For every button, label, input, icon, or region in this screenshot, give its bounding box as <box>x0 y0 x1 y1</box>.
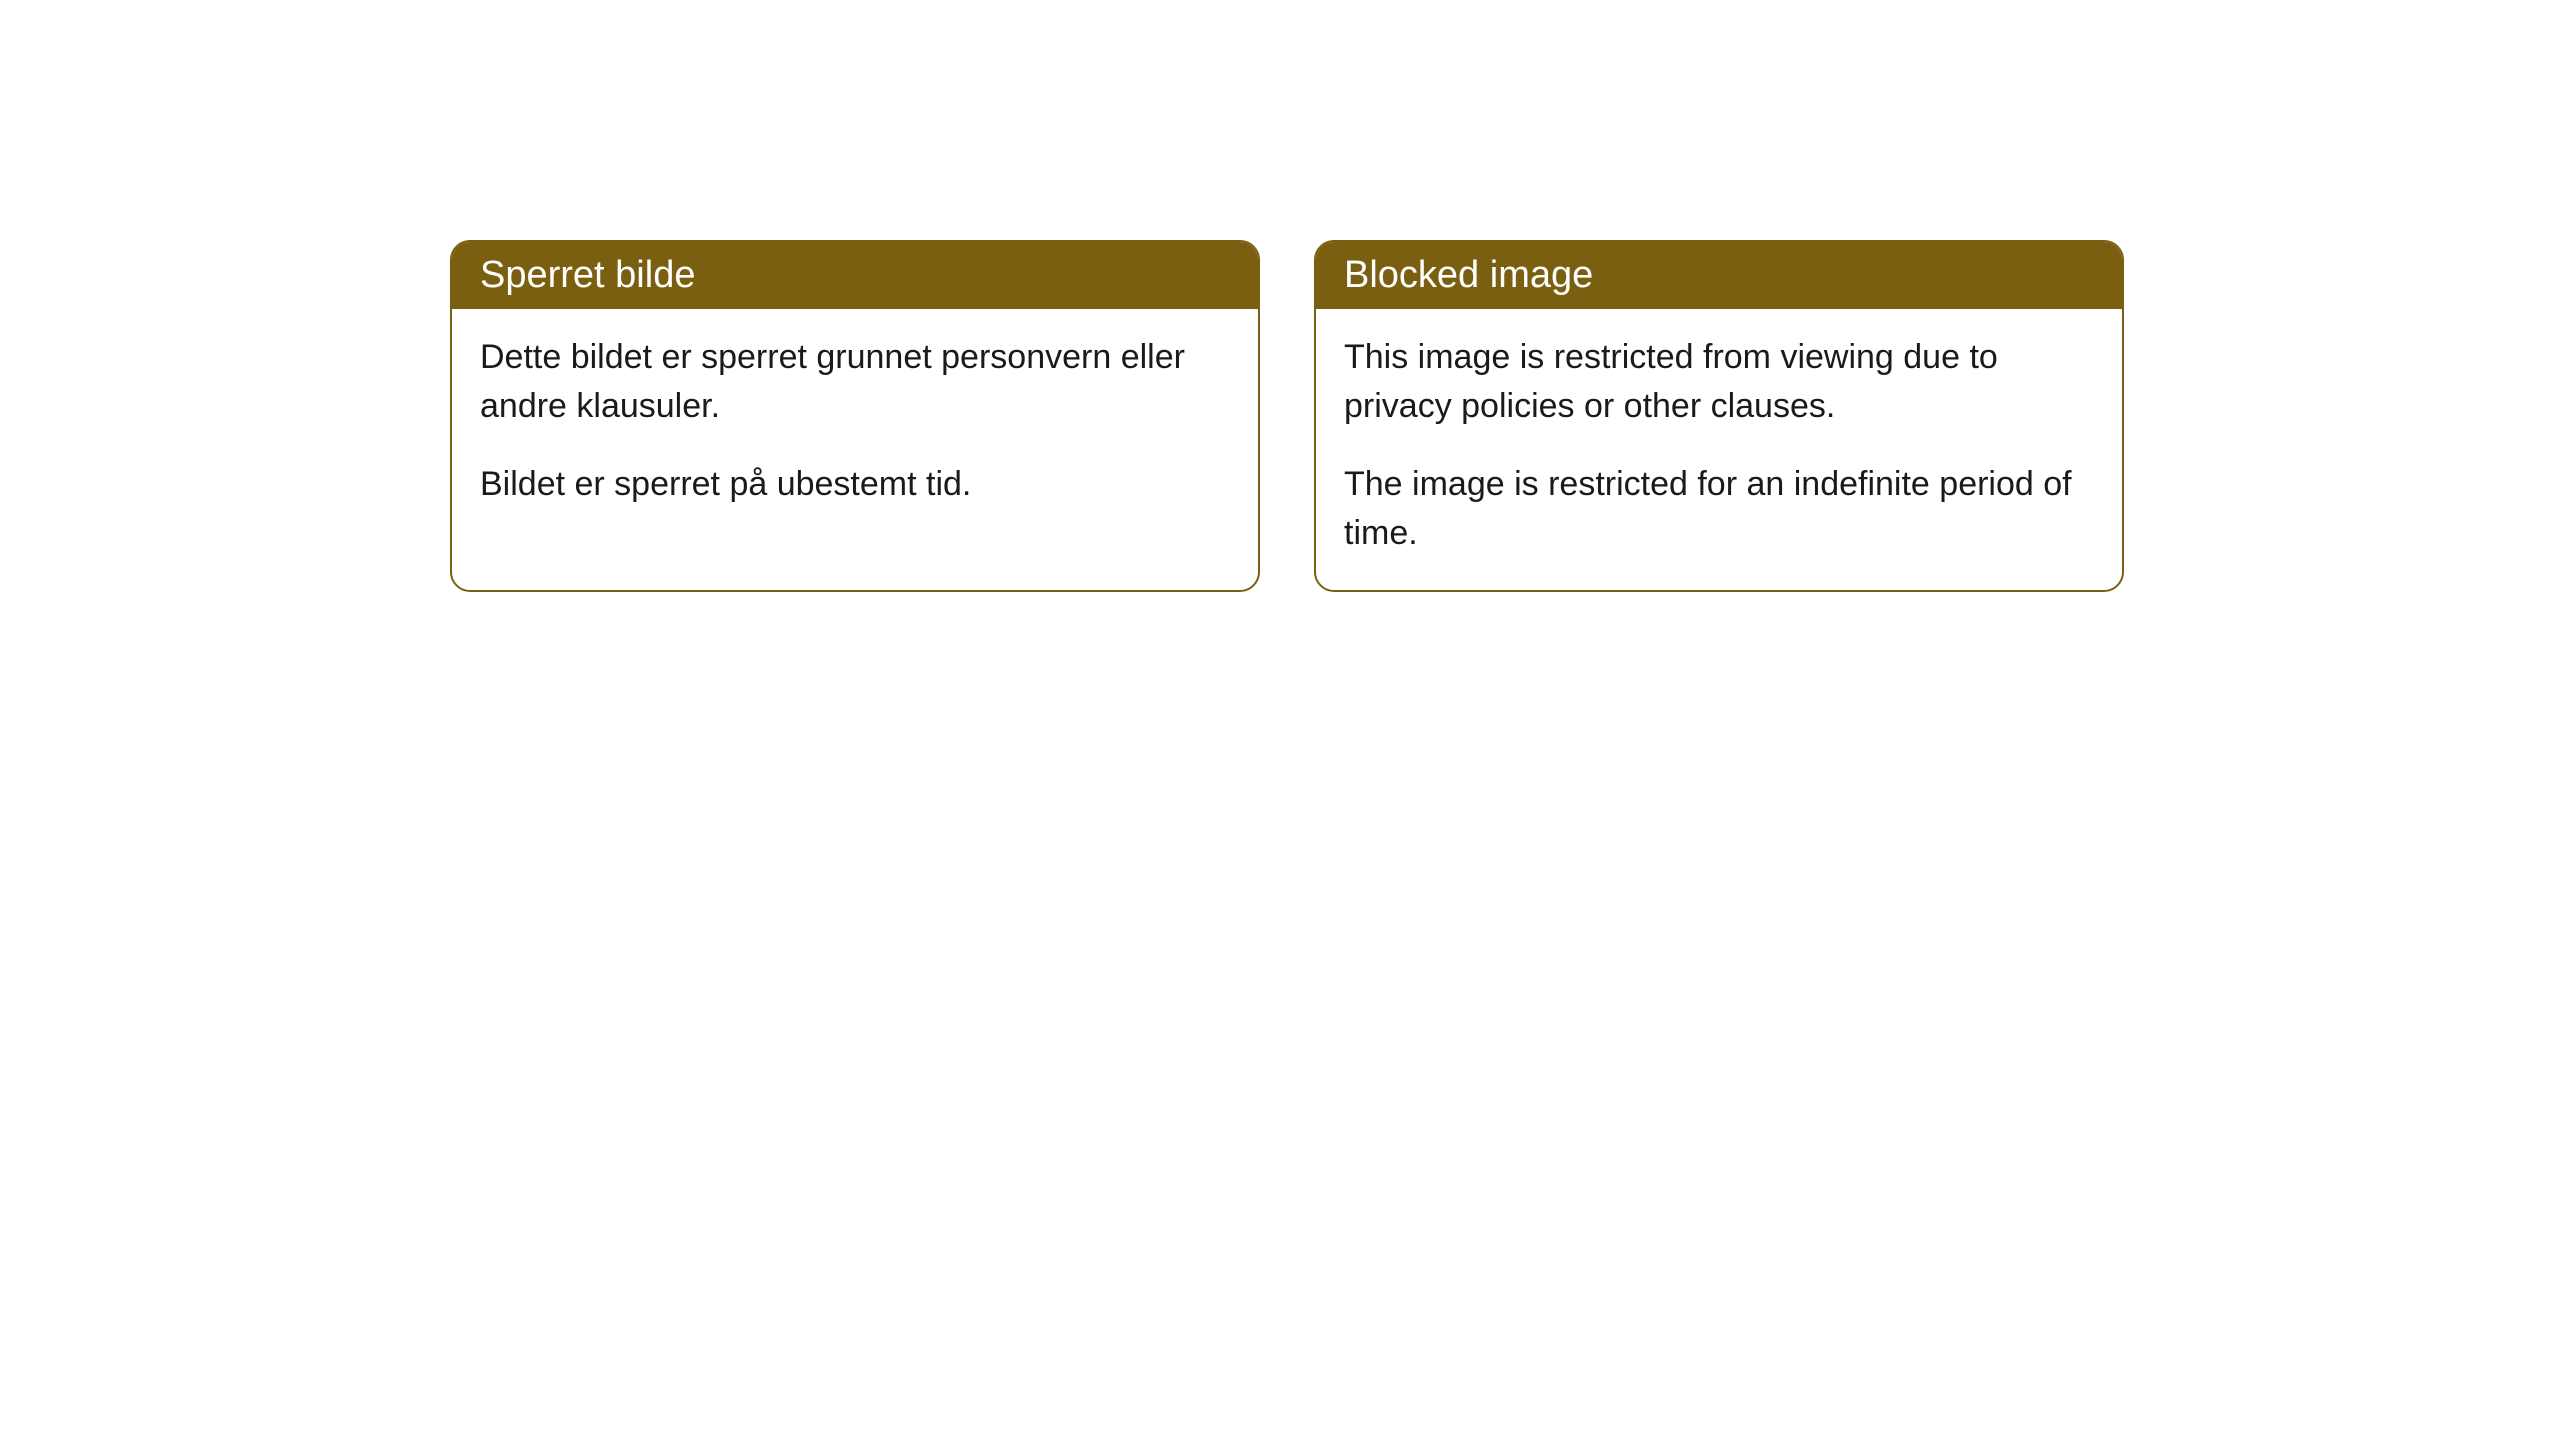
card-body: This image is restricted from viewing du… <box>1316 309 2122 590</box>
card-paragraph: Dette bildet er sperret grunnet personve… <box>480 333 1230 432</box>
card-paragraph: This image is restricted from viewing du… <box>1344 333 2094 432</box>
notice-cards-container: Sperret bilde Dette bildet er sperret gr… <box>450 240 2124 592</box>
card-header: Blocked image <box>1316 242 2122 309</box>
card-paragraph: The image is restricted for an indefinit… <box>1344 460 2094 559</box>
card-body: Dette bildet er sperret grunnet personve… <box>452 309 1258 541</box>
notice-card-english: Blocked image This image is restricted f… <box>1314 240 2124 592</box>
notice-card-norwegian: Sperret bilde Dette bildet er sperret gr… <box>450 240 1260 592</box>
card-paragraph: Bildet er sperret på ubestemt tid. <box>480 460 1230 509</box>
card-header: Sperret bilde <box>452 242 1258 309</box>
